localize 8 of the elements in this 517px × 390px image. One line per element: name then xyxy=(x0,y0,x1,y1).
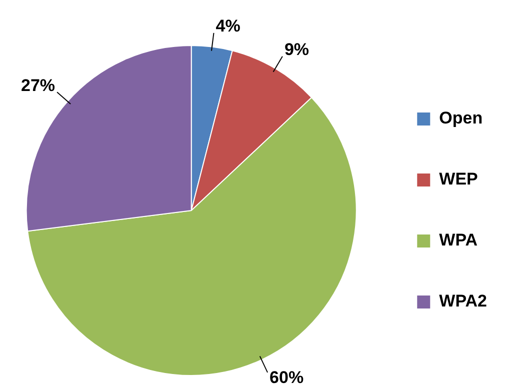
legend-label: WPA2 xyxy=(439,292,488,311)
data-label: 9% xyxy=(284,40,310,60)
legend-label: WPA xyxy=(439,230,478,250)
data-label: 60% xyxy=(270,368,304,388)
legend-label: WEP xyxy=(439,170,478,189)
data-label: 4% xyxy=(216,16,240,36)
legend-label: Open xyxy=(439,108,483,128)
data-label: 27% xyxy=(21,76,56,95)
